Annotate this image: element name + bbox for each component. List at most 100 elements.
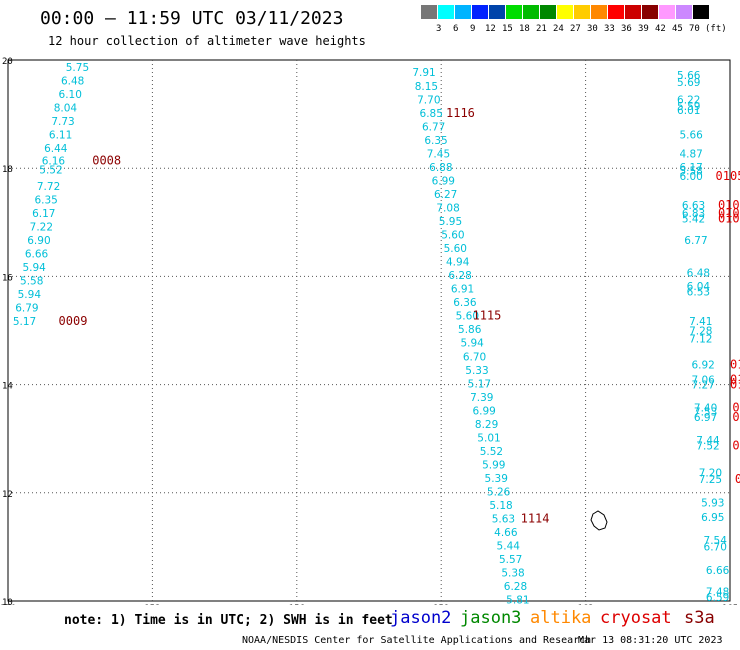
swh-point: 6.92 <box>691 359 714 371</box>
legend-label: 36 <box>621 24 632 34</box>
swh-point: 5.52 <box>480 446 503 458</box>
swh-point: 6.70 <box>704 542 727 554</box>
time-label: 0008 <box>92 153 121 167</box>
sat-jason2: jason2 <box>390 608 452 628</box>
y-tick-label: 18 <box>2 165 13 175</box>
legend-swatch <box>506 5 522 19</box>
swh-point: 7.08 <box>436 202 459 214</box>
legend-swatch <box>608 5 624 19</box>
swh-point: 6.99 <box>472 405 495 417</box>
swh-point: 7.54 <box>704 535 728 547</box>
legend-swatch <box>659 5 675 19</box>
swh-point: 6.44 <box>44 143 68 155</box>
swh-labels: 5.756.486.108.047.736.116.446.165.527.72… <box>13 62 740 605</box>
swh-point: 5.94 <box>460 338 484 350</box>
timestamp: Mar 13 08:31:20 UTC 2023 <box>578 635 723 646</box>
swh-point: 7.52 <box>696 441 719 453</box>
swh-point: 7.40 <box>694 403 717 415</box>
swh-point: 7.45 <box>427 148 450 160</box>
y-tick-label: 10 <box>2 598 13 605</box>
swh-point: 5.86 <box>458 324 482 336</box>
swh-point: 6.63 <box>682 200 705 212</box>
legend-label: 30 <box>587 24 598 34</box>
swh-point: 5.01 <box>477 432 500 444</box>
swh-point: 6.66 <box>706 565 730 577</box>
legend-label: 24 <box>553 24 564 34</box>
y-tick-label: 20 <box>2 57 13 67</box>
time-label: 0106 <box>718 211 740 225</box>
swh-point: 6.79 <box>15 303 38 315</box>
swh-point: 5.33 <box>465 365 488 377</box>
swh-point: 6.97 <box>694 412 717 424</box>
swh-point: 6.04 <box>687 281 711 293</box>
swh-point: 7.27 <box>691 379 714 391</box>
swh-point: 6.99 <box>432 175 455 187</box>
swh-point: 7.73 <box>51 116 74 128</box>
wave-height-map: 150153156159162165201816141210 5.756.486… <box>0 57 740 605</box>
swh-point: 6.10 <box>59 89 82 101</box>
time-label: 0104 <box>735 472 740 486</box>
swh-point: 5.60 <box>444 243 467 255</box>
sat-s3a: s3a <box>684 608 715 628</box>
swh-point: 7.70 <box>417 94 440 106</box>
legend-label: 21 <box>536 24 547 34</box>
swh-point: 5.18 <box>489 500 512 512</box>
swh-point: 5.42 <box>682 213 705 225</box>
legend-swatch <box>642 5 658 19</box>
swh-point: 6.88 <box>429 162 452 174</box>
swh-point: 6.91 <box>451 284 474 296</box>
swh-point: 7.39 <box>470 392 493 404</box>
footer-note: note: 1) Time is in UTC; 2) SWH is in fe… <box>64 613 393 628</box>
swh-point: 5.69 <box>677 77 700 89</box>
swh-point: 7.91 <box>412 67 435 79</box>
legend-swatch <box>557 5 573 19</box>
swh-point: 5.59 <box>677 101 700 113</box>
x-tick-label: 153 <box>144 604 160 605</box>
time-label: 0105 <box>732 410 740 424</box>
swh-point: 5.38 <box>501 568 524 580</box>
time-label: 0105 <box>730 377 740 391</box>
time-label: 1115 <box>472 309 501 323</box>
swh-point: 6.95 <box>701 512 724 524</box>
legend-swatch <box>455 5 471 19</box>
legend-swatch <box>472 5 488 19</box>
legend-label: 42 <box>655 24 666 34</box>
swh-point: 6.27 <box>434 189 457 201</box>
time-label: 0106 <box>718 206 740 220</box>
swh-point: 4.87 <box>679 148 702 160</box>
swh-point: 6.17 <box>679 162 702 174</box>
swh-point: 4.94 <box>446 257 470 269</box>
sat-altika: altika <box>530 608 592 628</box>
swh-point: 5.66 <box>679 129 703 141</box>
swh-point: 5.81 <box>506 595 529 605</box>
swh-point: 5.60 <box>456 311 479 323</box>
swh-point: 5.57 <box>499 554 522 566</box>
swh-point: 6.36 <box>453 297 477 309</box>
legend-label: 70 <box>689 24 700 34</box>
legend-label: 9 <box>470 24 476 34</box>
legend-swatch <box>489 5 505 19</box>
x-tick-label: 165 <box>722 604 738 605</box>
swh-point: 6.35 <box>34 194 57 206</box>
swh-point: 6.11 <box>49 129 72 141</box>
x-tick-label: 156 <box>289 604 305 605</box>
time-label: 0105 <box>732 439 740 453</box>
swh-point: 8.29 <box>475 419 498 431</box>
map-title: 00:00 — 11:59 UTC 03/11/2023 <box>40 8 344 29</box>
time-label: 1114 <box>521 512 550 526</box>
time-label: 0105 <box>730 357 740 371</box>
map-frame <box>7 59 731 602</box>
legend-label: 39 <box>638 24 649 34</box>
swh-point: 5.52 <box>39 165 62 177</box>
swh-point: 6.48 <box>687 267 710 279</box>
swh-point: 6.01 <box>677 105 700 117</box>
swh-point: 6.77 <box>422 121 445 133</box>
swh-point: 6.22 <box>677 94 700 106</box>
time-label: 0105 <box>732 401 740 415</box>
legend-label: 33 <box>604 24 615 34</box>
swh-point: 6.16 <box>42 155 66 167</box>
swh-point: 8.04 <box>54 102 78 114</box>
island-outline <box>590 510 608 531</box>
x-tick-label: 150 <box>0 604 16 605</box>
swh-point: 7.25 <box>699 474 722 486</box>
